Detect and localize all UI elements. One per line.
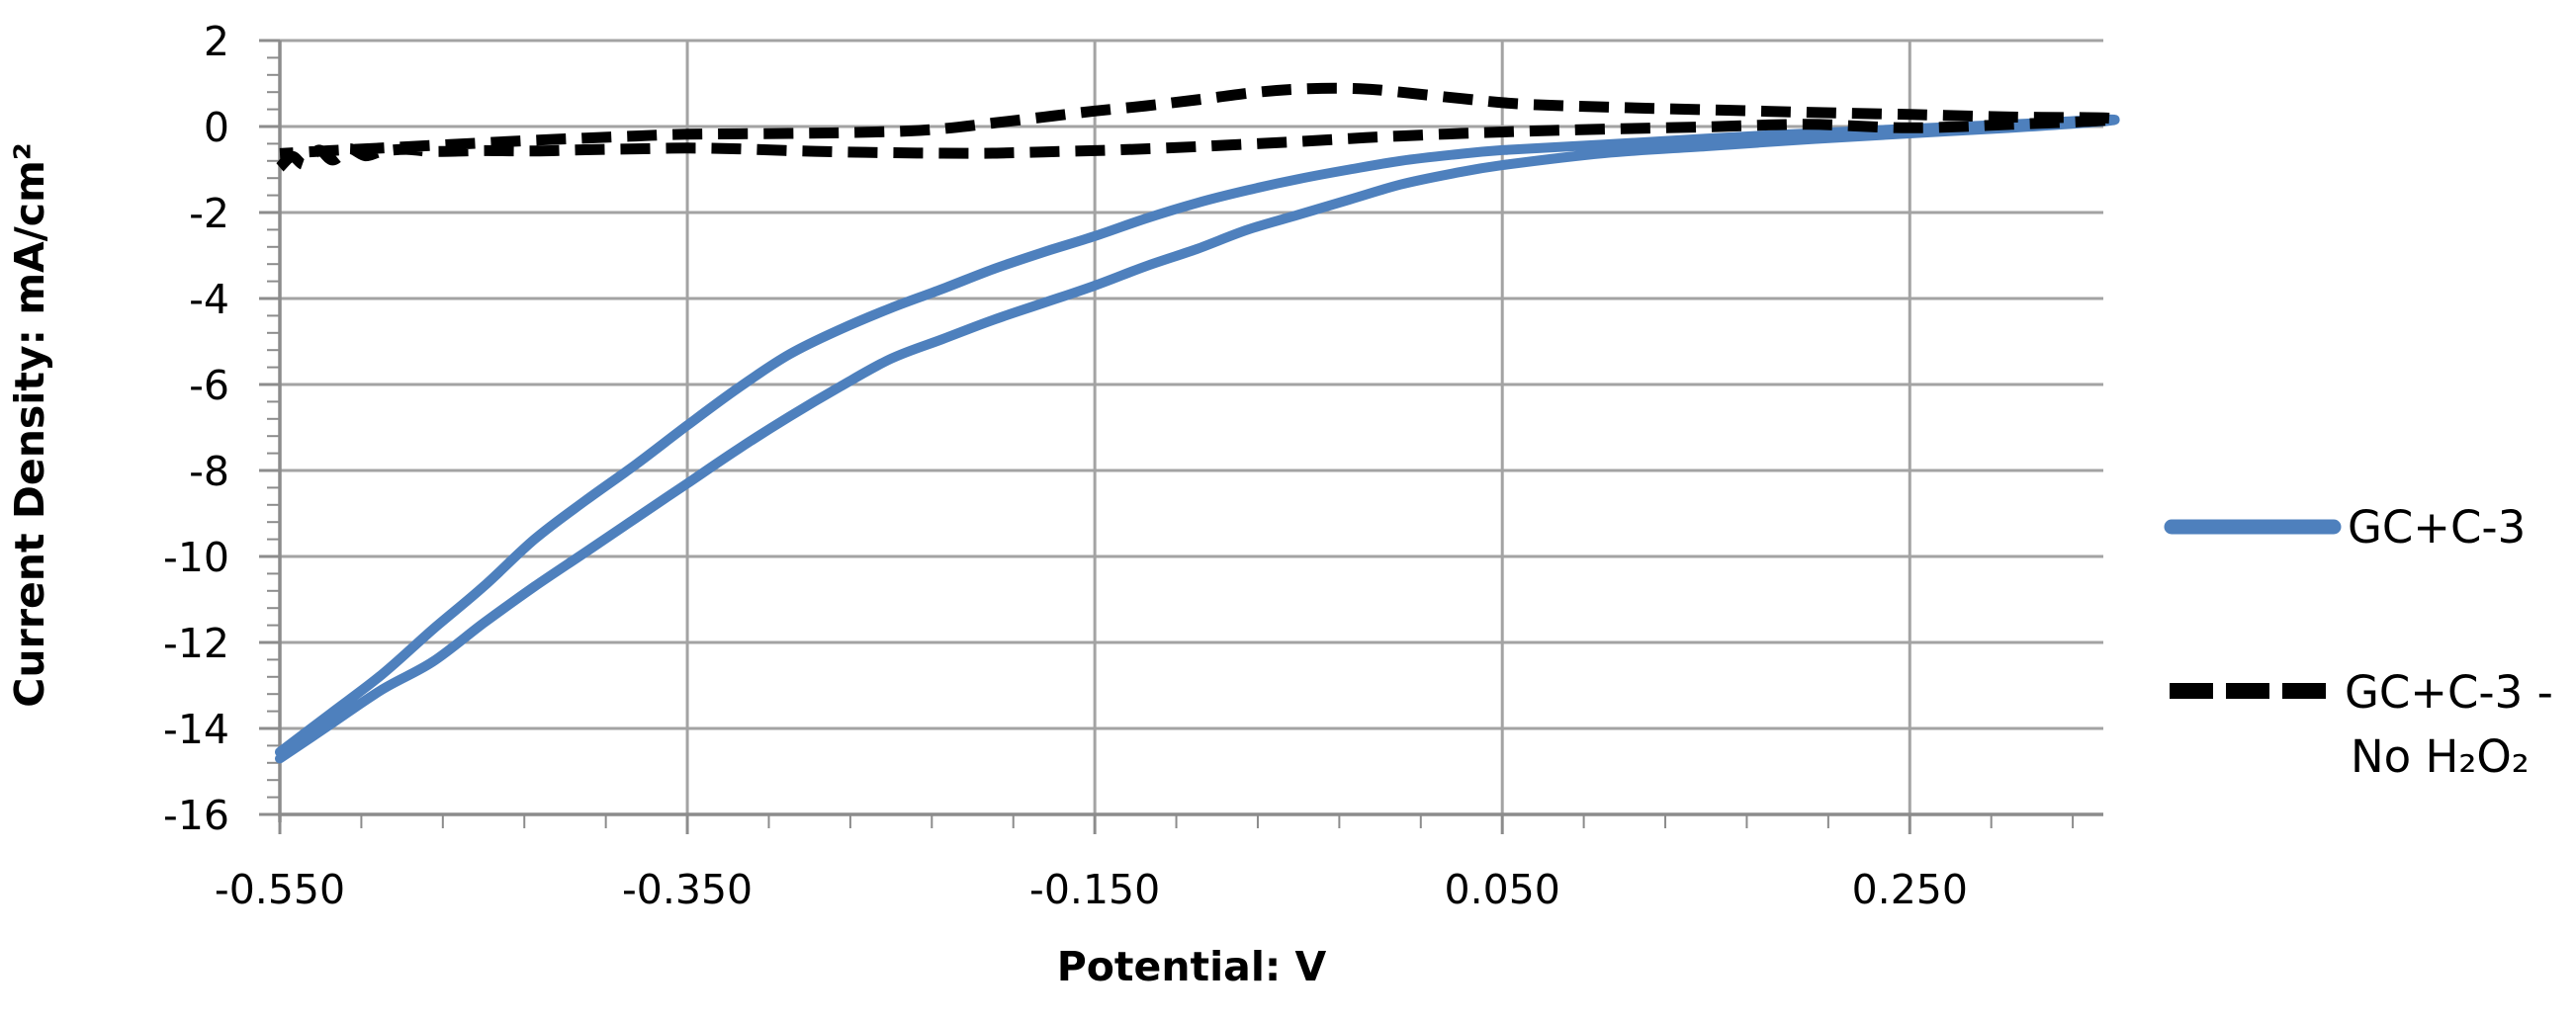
x-tick-label: -0.350	[622, 866, 753, 913]
legend: GC+C-3 GC+C-3 - No H₂O₂	[2164, 501, 2553, 783]
axes	[278, 41, 2103, 822]
y-tick-label: 0	[204, 104, 229, 151]
legend-label-gc-c3-no-h2o2-line1: GC+C-3 -	[2345, 666, 2553, 719]
series-gc-c3-line	[275, 114, 2120, 764]
y-tick-label: -6	[189, 362, 229, 409]
x-tick-label: -0.550	[215, 866, 345, 913]
x-tick-label: 0.050	[1445, 866, 1560, 913]
y-tick-label: -2	[189, 190, 229, 237]
legend-label-gc-c3: GC+C-3	[2348, 501, 2526, 554]
legend-label-gc-c3-no-h2o2-line2: No H₂O₂	[2351, 730, 2530, 783]
y-tick-label: -16	[163, 792, 229, 839]
y-tick-label: -8	[189, 448, 229, 495]
series-gc-c3-no-h2o2-line	[276, 82, 2121, 172]
x-axis-title: Potential: V	[1057, 943, 1327, 990]
axis-ticks	[259, 39, 2075, 834]
y-tick-label: 2	[204, 18, 229, 65]
x-tick-label: -0.150	[1029, 866, 1160, 913]
tick-labels: 2 0 -2 -4 -6 -8 -10 -12 -14 -16 -0.550 -0.350 -0.150…	[163, 18, 1968, 913]
y-tick-label: -14	[163, 706, 229, 753]
y-tick-label: -10	[163, 534, 229, 581]
y-tick-label: -4	[189, 276, 229, 323]
x-tick-label: 0.250	[1852, 866, 1968, 913]
y-tick-label: -12	[163, 620, 229, 667]
gridlines	[280, 39, 2103, 816]
data-series	[275, 82, 2121, 764]
y-axis-title: Current Density: mA/cm²	[6, 142, 53, 707]
